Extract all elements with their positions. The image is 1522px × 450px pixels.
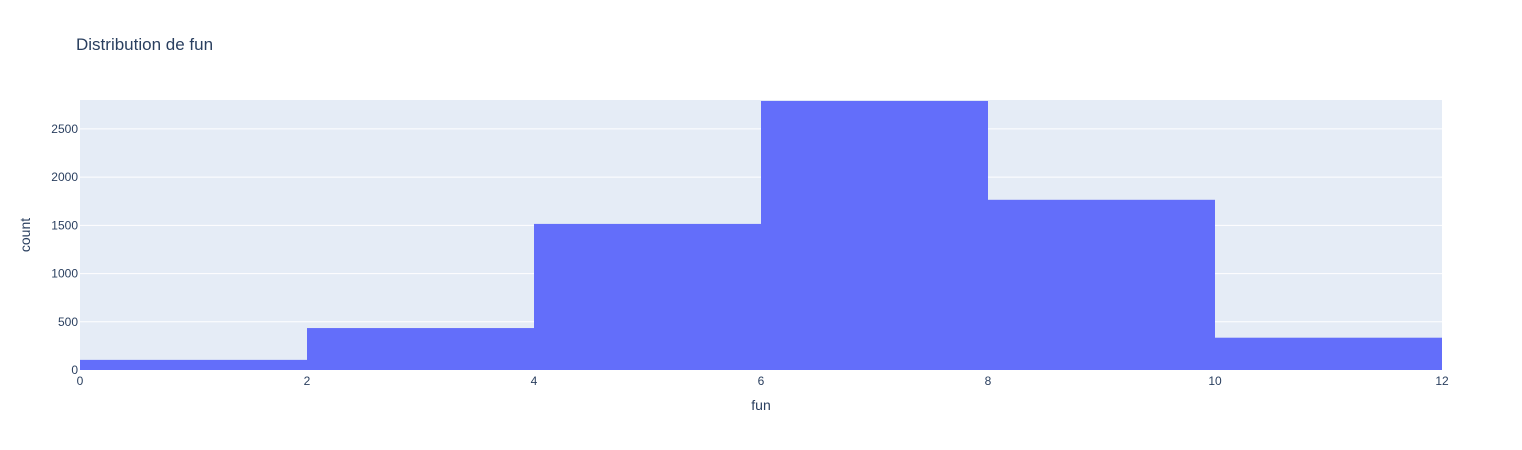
- y-tick-label: 2500: [51, 122, 78, 136]
- y-axis-title: count: [17, 218, 33, 252]
- y-tick-label: 500: [58, 315, 78, 329]
- y-tick-label: 0: [71, 363, 78, 377]
- histogram-bar[interactable]: [988, 199, 1215, 370]
- y-tick-label: 1000: [51, 267, 78, 281]
- x-tick-label: 10: [1208, 374, 1222, 388]
- x-axis-ticks: 0 2 4 6 8 10 12: [77, 374, 1449, 388]
- x-axis-title: fun: [751, 397, 770, 413]
- histogram-bar[interactable]: [1215, 337, 1442, 370]
- histogram-bar[interactable]: [307, 328, 534, 370]
- histogram-bar[interactable]: [761, 100, 988, 370]
- x-tick-label: 12: [1435, 374, 1449, 388]
- x-tick-label: 8: [985, 374, 992, 388]
- x-tick-label: 6: [758, 374, 765, 388]
- y-tick-label: 1500: [51, 218, 78, 232]
- histogram-bar[interactable]: [80, 359, 307, 370]
- x-tick-label: 0: [77, 374, 84, 388]
- x-tick-label: 4: [531, 374, 538, 388]
- histogram-bar[interactable]: [534, 223, 761, 370]
- chart-title: Distribution de fun: [76, 35, 213, 54]
- histogram-bars: [80, 100, 1442, 370]
- y-axis-ticks: 0 500 1000 1500 2000 2500: [51, 122, 78, 377]
- x-tick-label: 2: [304, 374, 311, 388]
- y-tick-label: 2000: [51, 170, 78, 184]
